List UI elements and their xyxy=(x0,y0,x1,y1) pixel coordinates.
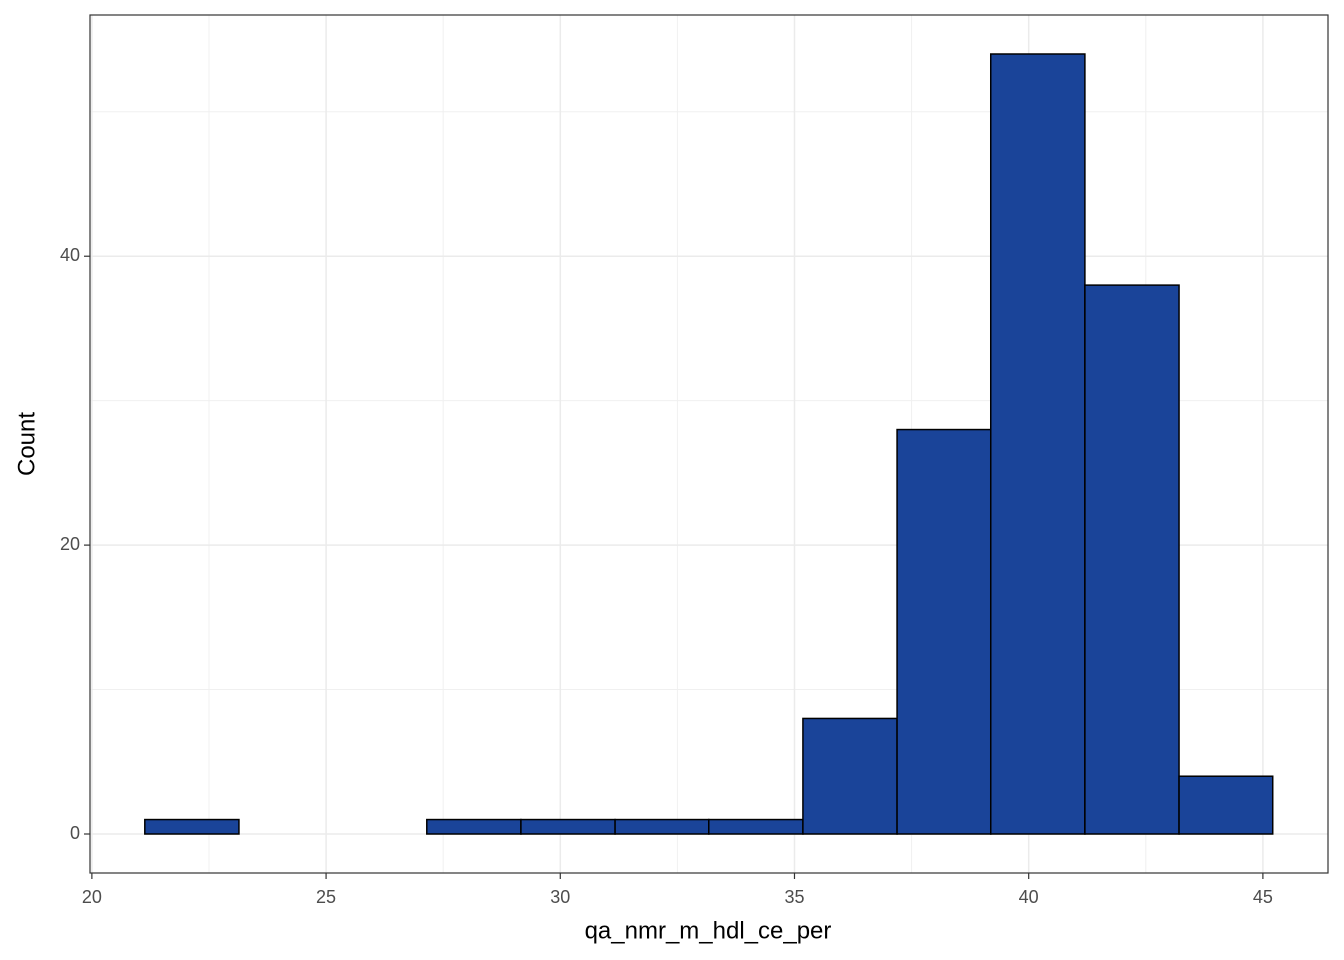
bar xyxy=(1178,775,1274,835)
x-tick-label: 30 xyxy=(550,887,570,907)
bar xyxy=(896,428,992,835)
x-axis-title: qa_nmr_m_hdl_ce_per xyxy=(585,917,832,944)
x-tick-label: 25 xyxy=(316,887,336,907)
bar xyxy=(426,818,522,835)
bar xyxy=(144,818,240,835)
bar xyxy=(1084,284,1180,835)
bar xyxy=(708,818,804,835)
bar xyxy=(989,53,1086,835)
y-tick-label: 40 xyxy=(60,245,80,265)
bar xyxy=(614,818,710,835)
x-tick-label: 35 xyxy=(784,887,804,907)
y-axis-title: Count xyxy=(13,412,40,476)
bar xyxy=(802,717,898,835)
plot-border xyxy=(89,14,1329,874)
bar xyxy=(520,818,616,835)
x-tick-label: 40 xyxy=(1019,887,1039,907)
y-tick-label: 0 xyxy=(70,823,80,843)
x-tick-label: 20 xyxy=(82,887,102,907)
y-tick-label: 20 xyxy=(60,534,80,554)
x-tick-label: 45 xyxy=(1253,887,1273,907)
